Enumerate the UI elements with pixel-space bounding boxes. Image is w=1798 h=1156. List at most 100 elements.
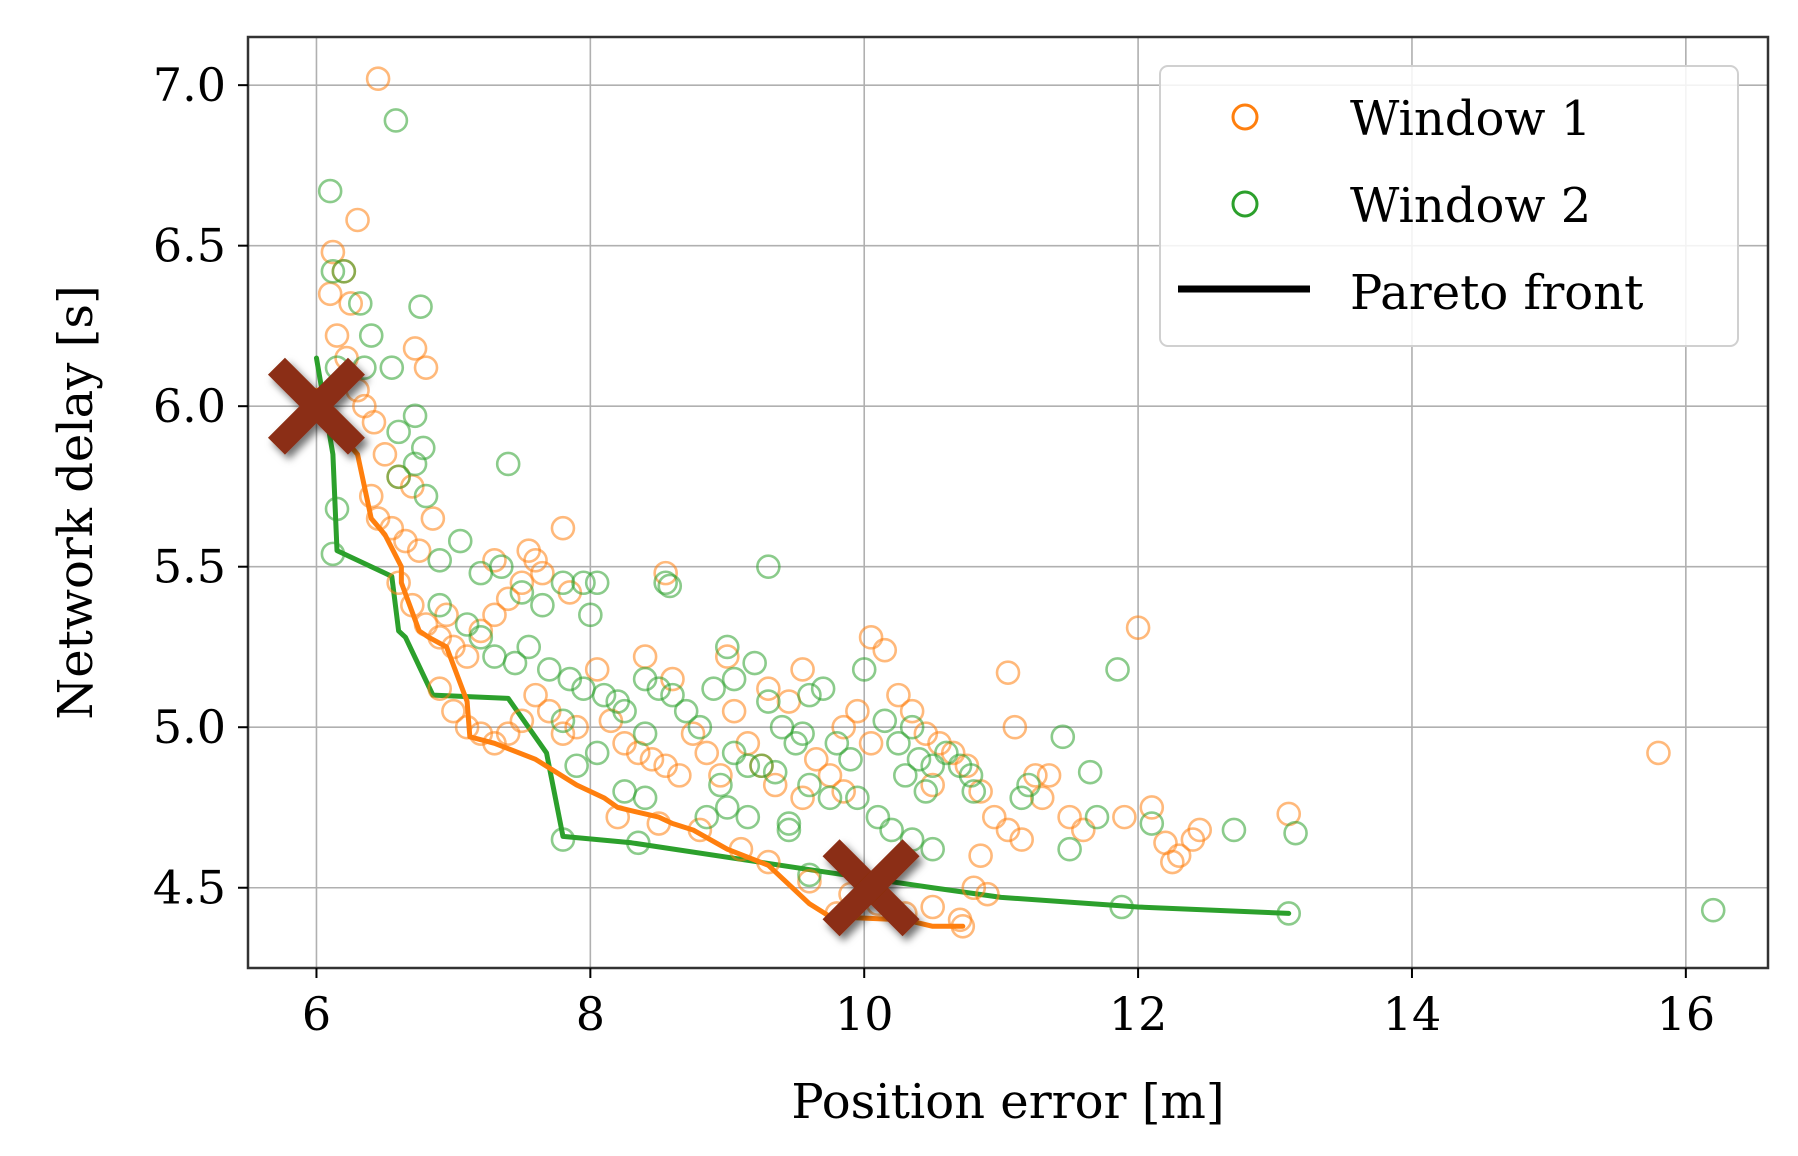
highlight-markers-group (267, 357, 920, 937)
window-1-point (950, 913, 976, 939)
x-tick-label: 10 (835, 987, 894, 1041)
legend-label-window-1: Window 1 (1350, 91, 1591, 147)
window-2-point (536, 657, 562, 682)
window-1-point (358, 483, 384, 509)
window-2-point (756, 554, 781, 580)
window-2-point (714, 795, 740, 820)
window-2-point (320, 259, 346, 284)
window-1-point (495, 721, 521, 746)
window-2-point (653, 570, 678, 596)
window-2-point (749, 753, 774, 779)
legend-marker-window-2 (1231, 190, 1259, 218)
window-2-point (742, 650, 767, 676)
y-tick-label: 5.5 (153, 540, 226, 594)
window-2-point (1221, 817, 1247, 843)
window-2-point (612, 779, 637, 804)
window-2-point (920, 753, 945, 779)
window-2-point (701, 676, 726, 702)
window-2-point (1139, 811, 1165, 836)
plot-frame (246, 35, 1770, 970)
window-2-point (872, 708, 898, 734)
window-2-point (721, 666, 747, 692)
window-1-point (509, 708, 535, 734)
window-1-point (454, 644, 480, 669)
window-2-point (550, 827, 576, 852)
window-1-point (564, 714, 589, 740)
window-2-point (838, 747, 863, 772)
window-1-point (961, 875, 987, 901)
window-2-point (379, 355, 405, 380)
window-2-point (879, 817, 904, 843)
window-2-point (632, 721, 658, 746)
window-2-point (851, 657, 877, 682)
window-2-point (1050, 724, 1076, 750)
window-1-point (413, 355, 439, 380)
window-2-point (447, 528, 473, 554)
window-2-point (584, 570, 610, 596)
window-1-point (975, 881, 1000, 907)
pareto-front-window-1-group (313, 387, 966, 929)
window-2-point (410, 435, 436, 461)
window-2-point (797, 772, 822, 798)
window-1-point (427, 676, 453, 702)
window-2-point (402, 403, 428, 429)
window-1-point (1057, 804, 1082, 830)
x-tick-label: 12 (1109, 987, 1168, 1041)
window-1-point (550, 721, 576, 746)
window-1-point (338, 291, 364, 316)
window-1-point (1029, 785, 1055, 811)
window-2-point (1084, 804, 1110, 830)
window-1-point (1166, 843, 1192, 868)
window-1-point (482, 602, 507, 628)
pareto-front-window-2-line (313, 355, 1292, 916)
window-1-point (317, 281, 343, 307)
window-2-point (468, 625, 494, 650)
x-axis-label: Position error [m] (791, 1074, 1224, 1130)
window-1-point (982, 804, 1007, 830)
window-1-point (687, 817, 713, 843)
window-2-point (1016, 772, 1041, 798)
pareto-front-window-1-line (313, 387, 966, 929)
window-1-point (886, 682, 911, 708)
x-tick-label: 6 (302, 987, 331, 1041)
window-1-point (482, 547, 507, 573)
window-1-point (714, 644, 740, 669)
window-1-point (756, 849, 781, 875)
window-1-point (605, 804, 631, 830)
window-2-point (845, 785, 870, 811)
window-2-point (550, 708, 576, 734)
highlight-x-marker (822, 839, 920, 937)
window-2-point (1283, 820, 1308, 846)
window-2-point (735, 753, 761, 779)
window-1-point (345, 207, 370, 233)
window-1-point (756, 676, 781, 702)
window-2-point (673, 698, 699, 724)
window-2-point (708, 772, 733, 798)
window-1-point (1009, 827, 1034, 852)
window-1-point (694, 740, 720, 766)
window-1-point (995, 660, 1021, 685)
window-2-point (347, 291, 373, 316)
scatter-points-group (317, 66, 1726, 939)
window-1-point (776, 689, 802, 714)
y-tick-label: 6.0 (153, 379, 226, 433)
window-2-point (790, 721, 815, 746)
window-2-point (331, 259, 357, 284)
window-1-point (845, 698, 870, 724)
window-1-point (386, 570, 411, 596)
window-2-point (578, 602, 603, 628)
window-1-point (454, 714, 480, 740)
window-2-point (961, 779, 987, 804)
legend-marker-window-1 (1231, 103, 1259, 131)
window-2-point (810, 676, 836, 702)
window-2-point (646, 676, 672, 702)
window-1-point (523, 547, 548, 573)
window-2-point (899, 714, 925, 740)
window-2-point (657, 573, 683, 599)
window-1-point (1125, 615, 1151, 641)
x-stroke (267, 357, 365, 455)
window-1-point (441, 698, 466, 724)
window-2-point (1077, 759, 1103, 785)
window-2-point (509, 580, 535, 605)
window-2-point (721, 740, 747, 766)
